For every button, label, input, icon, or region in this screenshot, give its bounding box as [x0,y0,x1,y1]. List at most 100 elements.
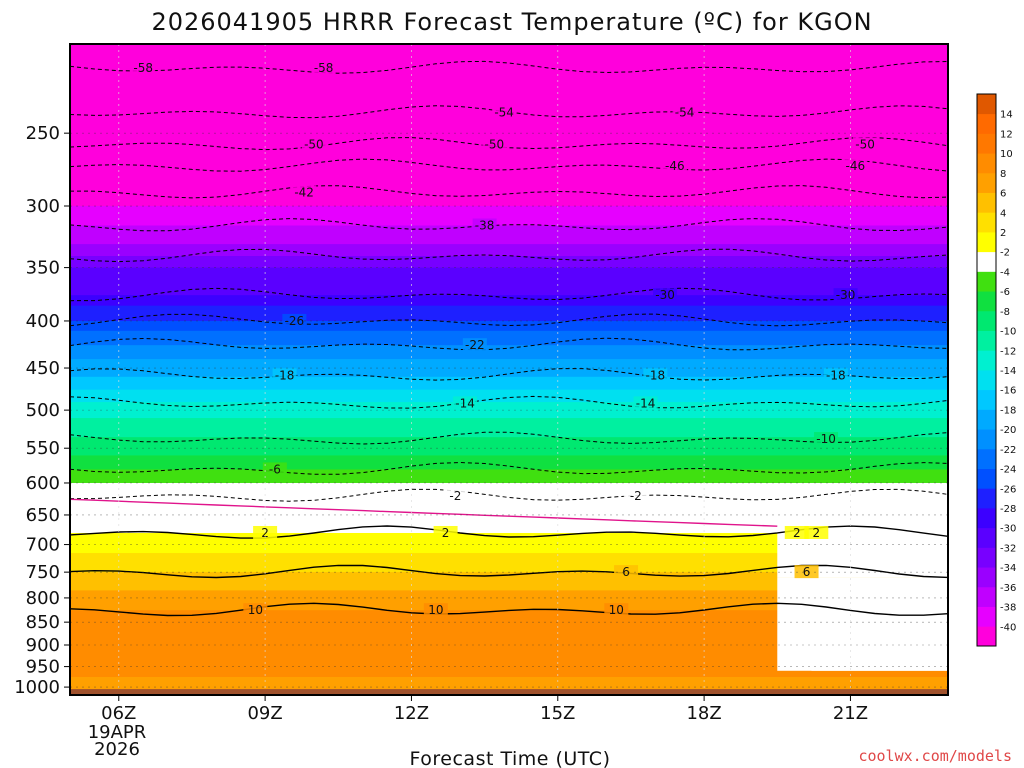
field-band [70,486,948,491]
plot-frame [69,43,949,696]
field-band [70,125,948,134]
contour-label-bg [453,396,478,410]
colorbar-swatch [977,606,996,627]
colorbar-swatch [977,488,996,509]
field-band [70,629,948,633]
field-band [70,402,948,407]
field-band [70,320,948,327]
field-band [70,261,948,269]
contour-label-bg [823,368,848,382]
contour-label-bg [492,105,517,119]
field-band [70,451,948,457]
date-label-day: 19APR [88,722,147,743]
field-band [70,626,948,630]
field-band [70,458,948,464]
contour-label-bg [833,288,858,302]
contour-label-bg [794,565,819,579]
field-band [70,440,948,446]
field-band [70,479,948,484]
contour-label: -30 [655,288,675,302]
field-band [70,527,948,531]
contour-label: -14 [636,396,656,410]
contour-label: -58 [133,61,153,75]
y-axis: 2503003504004505005506006507007508008509… [14,123,70,698]
field-band [70,550,948,554]
colorbar-swatch [977,586,996,607]
field-band [70,615,948,619]
contour-label: -18 [275,368,295,382]
field-band [70,44,948,55]
field-band [70,410,948,415]
y-tick-label: 550 [26,438,60,459]
grid-lines [70,44,948,695]
y-tick-label: 400 [26,311,60,332]
contour-label-bg [262,462,287,476]
contour-label: -6 [269,462,281,476]
colorbar-label: -24 [1000,465,1016,476]
field-band [70,185,948,194]
colorbar-label: -26 [1000,484,1016,495]
colorbar-label: 8 [1000,169,1006,180]
field-band [70,685,948,688]
contour-label-bg [672,105,697,119]
field-band [70,433,948,438]
field-band [70,295,948,302]
credit-link[interactable]: coolwx.com/models [858,747,1012,765]
field-band [70,577,948,581]
field-band [70,636,948,639]
field-band [70,670,948,674]
colorbar-swatch [977,153,996,174]
ground-surface [70,689,948,695]
field-band [70,580,948,584]
y-tick-label: 750 [26,562,60,583]
field-band [70,569,948,573]
field-band [70,687,948,690]
field-band [70,658,948,661]
field-band [70,231,948,239]
field-band [70,444,948,449]
field-band [70,305,948,312]
contour-label: -38 [475,219,495,233]
colorbar-label: 6 [1000,189,1006,200]
colorbar-swatch [977,330,996,351]
field-band [70,674,948,678]
date-label-year: 2026 [94,739,140,760]
contour-label-bg [243,603,268,617]
colorbar-label: -6 [1000,287,1010,298]
colorbar-swatch [977,133,996,154]
colorbar-swatch [977,370,996,391]
field-band [70,610,948,614]
field-band [70,225,948,233]
field-band [70,421,948,427]
colorbar-swatch [977,94,996,115]
field-band [70,524,948,528]
colorbar-label: -34 [1000,563,1016,574]
contour-line [69,248,949,263]
field-band [70,99,948,110]
colorbar-swatch [977,271,996,292]
field-band [70,381,948,387]
contour-label: 10 [609,603,624,617]
colorbar-frame [976,93,997,647]
y-tick-label: 850 [26,612,60,633]
x-tick-label: 18Z [686,703,721,724]
contour-label: -50 [485,137,505,151]
colorbar-label: -36 [1000,583,1016,594]
colorbar-swatch [977,429,996,450]
field-band [70,683,948,686]
contour-label-bg [804,525,829,539]
contour-label-bg [853,137,878,151]
contour-label: -26 [285,314,305,328]
colorbar-label: -16 [1000,386,1016,397]
colorbar-swatch [977,310,996,331]
field-band [70,592,948,597]
contour-label-bg [472,218,497,232]
surface-band [70,689,948,695]
field-band [70,397,948,403]
contour-label: -30 [836,288,856,302]
field-band [70,638,948,642]
contour-label: -46 [846,159,866,173]
contour-label: 10 [248,603,263,617]
contour-label: -2 [449,489,461,503]
contour-label: 2 [261,526,269,540]
